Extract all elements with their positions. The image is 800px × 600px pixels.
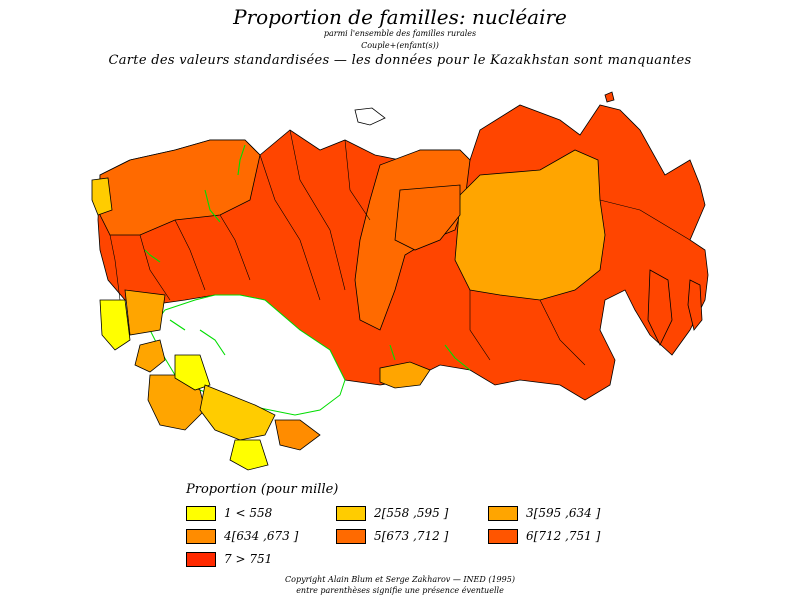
region-kyrgyzstan <box>274 419 321 451</box>
legend-label-1: 1 < 558 <box>224 506 273 520</box>
region-ukraine-east <box>124 289 166 336</box>
map-subtitle-family-type: Couple+(enfant(s)) <box>361 41 439 50</box>
region-yakutia <box>454 149 606 301</box>
choropleth-map <box>91 91 709 471</box>
region-tajikistan <box>229 439 269 471</box>
region-buryatia <box>379 361 431 389</box>
footnote-line: entre parenthèses signifie une présence … <box>296 586 504 595</box>
copyright-line: Copyright Alain Blum et Serge Zakharov —… <box>285 575 515 584</box>
legend-swatch-3 <box>488 506 518 521</box>
internal-borders <box>109 129 691 366</box>
legend-label-7: 7 > 751 <box>224 552 273 566</box>
region-sakhalin <box>687 279 703 331</box>
map-subtitle-note: Carte des valeurs standardisées — les do… <box>108 53 692 68</box>
legend-swatch-5 <box>336 529 366 544</box>
region-ukraine-west <box>99 299 131 351</box>
region-uzbekistan-east <box>199 384 276 441</box>
legend-swatch-4 <box>186 529 216 544</box>
region-caucasus <box>134 339 166 373</box>
legend-swatch-7 <box>186 552 216 567</box>
legend-swatch-1 <box>186 506 216 521</box>
region-kamchatka <box>647 269 673 346</box>
island-novaya-zemlya <box>354 107 386 126</box>
legend-label-6: 6[712 ,751 ] <box>526 529 601 543</box>
legend-label-2: 2[558 ,595 ] <box>374 506 449 520</box>
region-baltic <box>91 177 113 216</box>
green-boundaries <box>144 144 471 371</box>
region-taimyr <box>394 184 461 251</box>
legend-label-4: 4[634 ,673 ] <box>224 529 299 543</box>
legend-swatch-2 <box>336 506 366 521</box>
map-subtitle-population: parmi l'ensemble des familles rurales <box>323 29 477 38</box>
legend-title: Proportion (pour mille) <box>186 482 339 497</box>
island-wrangel <box>604 91 615 103</box>
region-uzbekistan-west <box>174 354 211 391</box>
map-title: Proportion de familles: nucléaire <box>233 5 567 29</box>
legend-label-5: 5[673 ,712 ] <box>374 529 449 543</box>
legend-swatch-6 <box>488 529 518 544</box>
legend-label-3: 3[595 ,634 ] <box>526 506 601 520</box>
